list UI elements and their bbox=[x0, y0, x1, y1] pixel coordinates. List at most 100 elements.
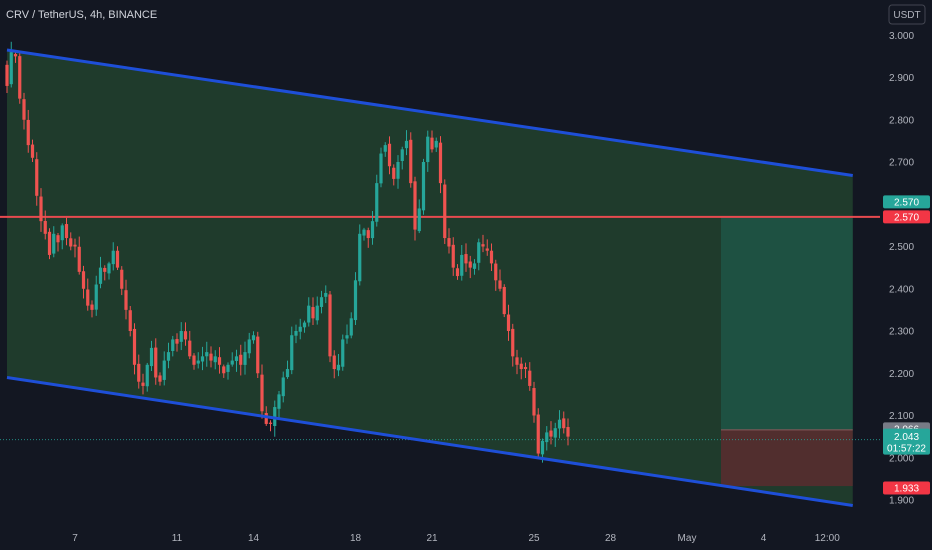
candle[interactable] bbox=[64, 217, 69, 246]
candle[interactable] bbox=[443, 179, 447, 244]
candle[interactable] bbox=[523, 362, 528, 378]
candle[interactable] bbox=[536, 408, 540, 459]
candle[interactable] bbox=[111, 242, 115, 271]
candle[interactable] bbox=[30, 139, 35, 162]
candle[interactable] bbox=[192, 353, 196, 370]
candle[interactable] bbox=[549, 421, 553, 445]
candle[interactable] bbox=[557, 410, 562, 439]
candle[interactable] bbox=[307, 297, 311, 327]
candle[interactable] bbox=[205, 341, 209, 367]
candle[interactable] bbox=[362, 227, 366, 241]
candle[interactable] bbox=[217, 347, 222, 374]
candle[interactable] bbox=[230, 352, 234, 367]
candle[interactable] bbox=[409, 132, 413, 188]
candle[interactable] bbox=[413, 176, 417, 241]
candle[interactable] bbox=[18, 52, 22, 104]
candle[interactable] bbox=[468, 255, 472, 279]
candle[interactable] bbox=[545, 426, 549, 451]
candle[interactable] bbox=[251, 331, 256, 344]
candle[interactable] bbox=[213, 350, 217, 370]
candle[interactable] bbox=[481, 234, 485, 253]
candle[interactable] bbox=[103, 265, 107, 281]
candle[interactable] bbox=[243, 341, 247, 375]
candle[interactable] bbox=[26, 109, 30, 153]
candle[interactable] bbox=[302, 320, 307, 333]
candle[interactable] bbox=[417, 199, 421, 234]
stop-zone[interactable] bbox=[721, 429, 853, 487]
candle[interactable] bbox=[69, 232, 73, 251]
candle[interactable] bbox=[260, 364, 264, 419]
candle[interactable] bbox=[171, 335, 175, 357]
candle[interactable] bbox=[341, 334, 345, 371]
candle[interactable] bbox=[277, 391, 281, 420]
candle[interactable] bbox=[98, 256, 103, 289]
candle[interactable] bbox=[502, 284, 506, 318]
time-axis[interactable]: 7 11 14 18 21 25 28 May 4 12:00 bbox=[72, 533, 840, 544]
candle[interactable] bbox=[94, 275, 98, 316]
candle[interactable] bbox=[115, 246, 120, 270]
candle[interactable] bbox=[196, 352, 200, 369]
candle[interactable] bbox=[400, 146, 404, 170]
candle[interactable] bbox=[511, 323, 515, 367]
candle[interactable] bbox=[392, 164, 396, 186]
candle[interactable] bbox=[52, 226, 56, 258]
candle[interactable] bbox=[519, 357, 523, 380]
candle[interactable] bbox=[132, 323, 137, 375]
candle[interactable] bbox=[294, 324, 298, 344]
candle[interactable] bbox=[154, 338, 158, 385]
candle[interactable] bbox=[319, 290, 324, 314]
candle[interactable] bbox=[315, 296, 319, 325]
candle[interactable] bbox=[86, 278, 90, 311]
candle[interactable] bbox=[13, 51, 18, 63]
candle[interactable] bbox=[455, 264, 460, 280]
channel-upper-line[interactable] bbox=[6, 48, 853, 178]
candle[interactable] bbox=[349, 312, 353, 339]
candle[interactable] bbox=[447, 228, 451, 254]
candle[interactable] bbox=[247, 332, 251, 359]
candle[interactable] bbox=[107, 261, 111, 280]
candle[interactable] bbox=[128, 306, 132, 337]
candle[interactable] bbox=[222, 364, 226, 378]
candle[interactable] bbox=[281, 371, 285, 403]
target-zone[interactable] bbox=[721, 216, 853, 430]
candle[interactable] bbox=[421, 158, 426, 215]
candle[interactable] bbox=[209, 346, 213, 368]
candle[interactable] bbox=[60, 223, 64, 250]
candle[interactable] bbox=[39, 188, 43, 232]
candle[interactable] bbox=[506, 304, 511, 341]
candle[interactable] bbox=[464, 243, 468, 272]
candle[interactable] bbox=[370, 211, 375, 245]
candle[interactable] bbox=[366, 227, 370, 248]
candle[interactable] bbox=[515, 349, 519, 375]
candle[interactable] bbox=[145, 362, 149, 392]
candle[interactable] bbox=[268, 420, 273, 432]
candle[interactable] bbox=[73, 238, 77, 258]
candle[interactable] bbox=[396, 155, 400, 189]
candle[interactable] bbox=[124, 279, 128, 320]
candle[interactable] bbox=[553, 422, 557, 447]
candle[interactable] bbox=[226, 362, 230, 380]
candle[interactable] bbox=[404, 130, 409, 156]
candle[interactable] bbox=[162, 351, 166, 386]
candle[interactable] bbox=[353, 272, 358, 325]
candle[interactable] bbox=[158, 372, 162, 386]
candle[interactable] bbox=[379, 147, 383, 188]
candle[interactable] bbox=[566, 418, 570, 446]
candle[interactable] bbox=[183, 322, 188, 346]
candle[interactable] bbox=[179, 322, 183, 351]
candle[interactable] bbox=[311, 297, 315, 325]
candle[interactable] bbox=[166, 342, 171, 369]
candle[interactable] bbox=[290, 326, 294, 375]
currency-button[interactable]: USDT bbox=[888, 4, 926, 25]
channel-lower-line[interactable] bbox=[6, 375, 853, 507]
candle[interactable] bbox=[149, 340, 154, 371]
candle[interactable] bbox=[477, 238, 481, 271]
candle[interactable] bbox=[434, 137, 438, 152]
candle[interactable] bbox=[90, 300, 94, 318]
candle[interactable] bbox=[285, 360, 290, 379]
candle[interactable] bbox=[383, 142, 387, 157]
candle[interactable] bbox=[489, 243, 494, 271]
candle[interactable] bbox=[494, 259, 498, 291]
candle[interactable] bbox=[298, 318, 302, 340]
candle[interactable] bbox=[35, 152, 39, 206]
